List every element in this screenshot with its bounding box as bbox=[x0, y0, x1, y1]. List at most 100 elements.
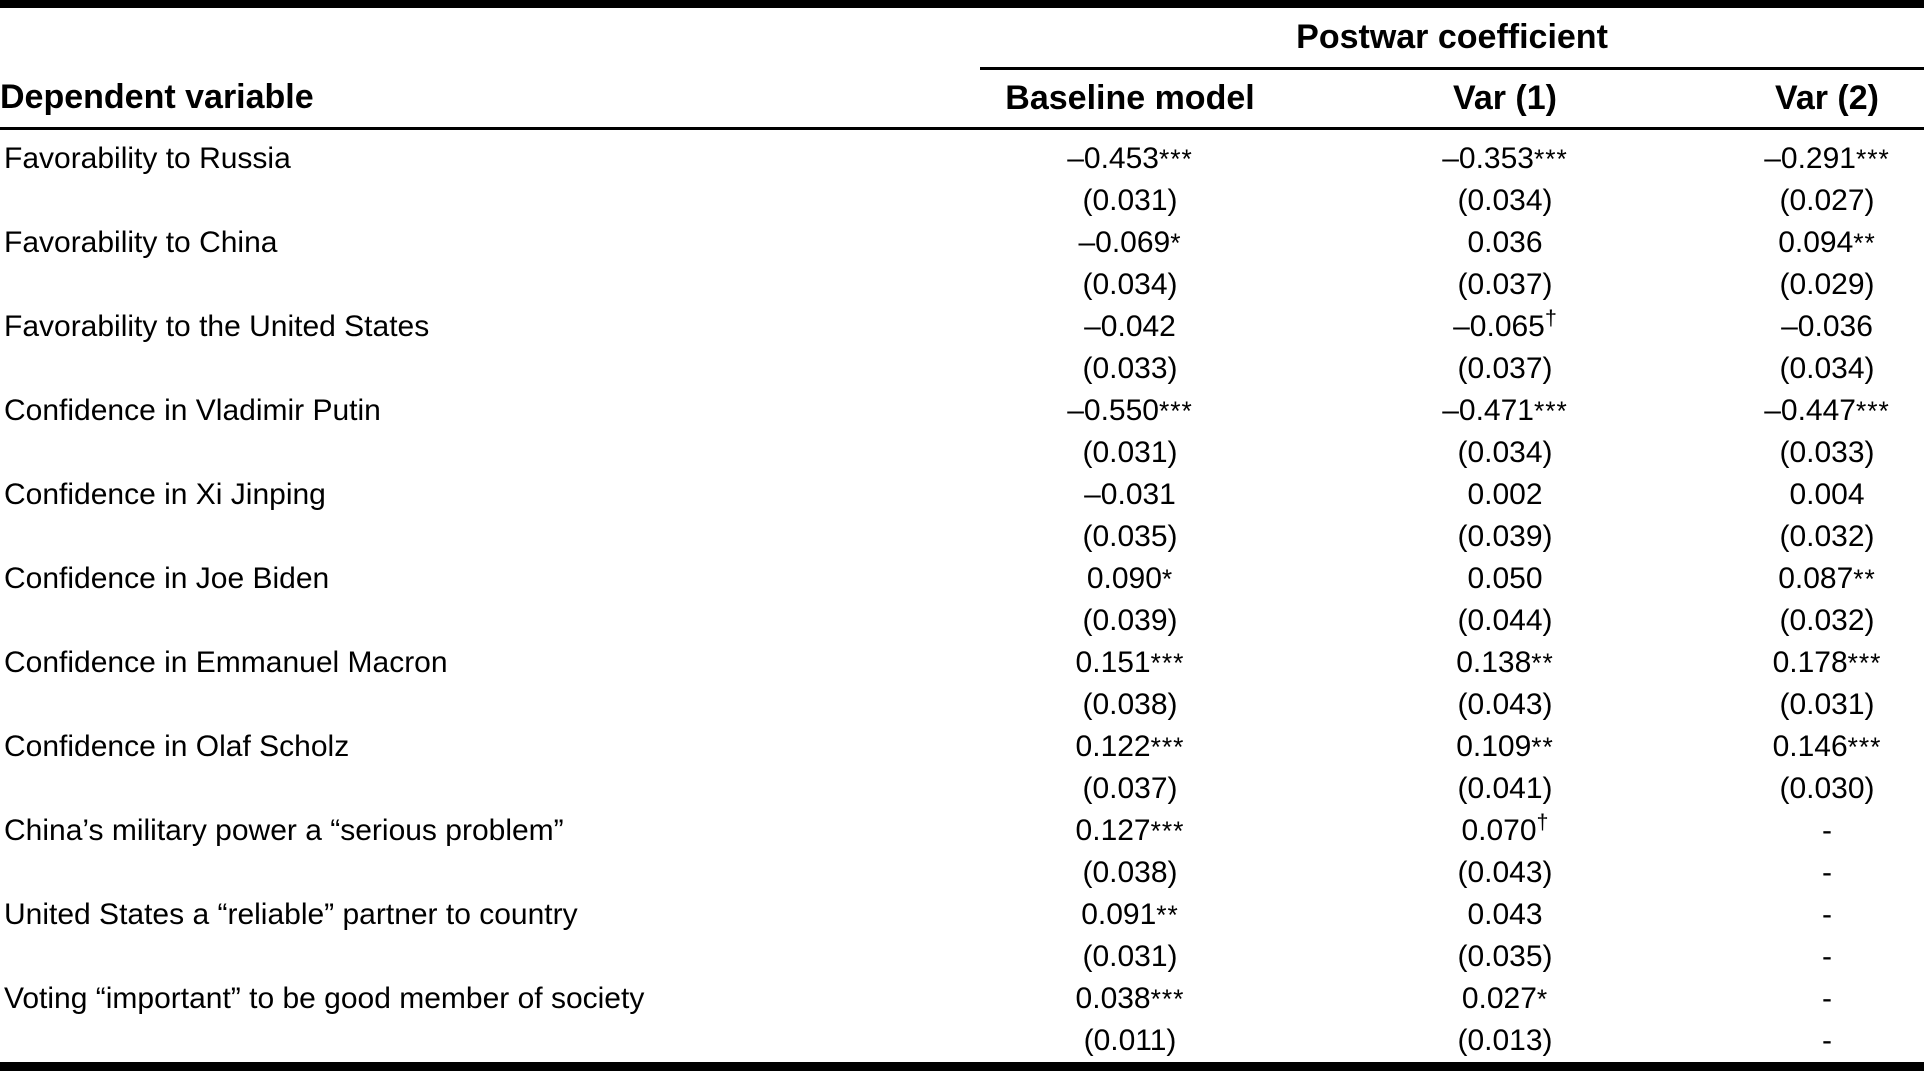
standard-error: - bbox=[1822, 1023, 1833, 1057]
table-row: Confidence in Emmanuel Macron 0.151*** (0.… bbox=[0, 642, 1924, 726]
standard-error: (0.033) bbox=[1779, 435, 1875, 469]
coefficient-value: 0.146*** bbox=[1772, 729, 1882, 763]
significance-marker: ** bbox=[1853, 563, 1876, 594]
coefficient-value: –0.031 bbox=[1084, 477, 1176, 511]
standard-error: (0.043) bbox=[1457, 687, 1553, 721]
coefficient-cell: 0.087** (0.032) bbox=[1730, 558, 1924, 642]
coefficient-value: 0.027* bbox=[1461, 981, 1549, 1015]
coefficient-cell: 0.004 (0.032) bbox=[1730, 474, 1924, 558]
dependent-variable-label: Confidence in Olaf Scholz bbox=[4, 729, 350, 763]
coefficient-value: –0.353*** bbox=[1442, 141, 1568, 175]
coefficient-cell: 0.127*** (0.038) bbox=[980, 810, 1280, 894]
coefficient-cell: 0.043 (0.035) bbox=[1280, 894, 1730, 978]
dependent-variable-label: Confidence in Vladimir Putin bbox=[4, 393, 381, 427]
table-row: Confidence in Olaf Scholz 0.122*** (0.037)… bbox=[0, 726, 1924, 810]
standard-error: (0.027) bbox=[1779, 183, 1875, 217]
significance-marker: * bbox=[1161, 563, 1174, 594]
standard-error: (0.035) bbox=[1457, 939, 1553, 973]
coefficient-value: 0.127*** bbox=[1075, 813, 1185, 847]
standard-error: (0.011) bbox=[1083, 1023, 1177, 1057]
coefficient-cell: 0.002 (0.039) bbox=[1280, 474, 1730, 558]
table-row: Favorability to Russia –0.453*** (0.031) –0… bbox=[0, 128, 1924, 222]
standard-error: (0.038) bbox=[1082, 687, 1178, 721]
coefficient-value: 0.002 bbox=[1467, 477, 1543, 511]
standard-error: (0.031) bbox=[1082, 183, 1178, 217]
coefficient-value: –0.471*** bbox=[1442, 393, 1568, 427]
dependent-variable-label: Favorability to China bbox=[4, 225, 278, 259]
standard-error: (0.032) bbox=[1779, 519, 1875, 553]
group-header-spacer bbox=[0, 4, 980, 68]
coefficient-cell: –0.042 (0.033) bbox=[980, 306, 1280, 390]
table-row: Favorability to China –0.069* (0.034) 0.036… bbox=[0, 222, 1924, 306]
significance-marker: ** bbox=[1531, 647, 1554, 678]
significance-marker: ** bbox=[1853, 227, 1876, 258]
coefficient-cell: -- bbox=[1730, 894, 1924, 978]
coefficient-value: –0.453*** bbox=[1067, 141, 1193, 175]
coefficient-value: 0.138** bbox=[1456, 645, 1554, 679]
coefficient-value: –0.065† bbox=[1453, 304, 1557, 343]
coefficient-cell: –0.065† (0.037) bbox=[1280, 306, 1730, 390]
significance-marker: *** bbox=[1158, 395, 1193, 426]
significance-marker: *** bbox=[1855, 143, 1890, 174]
coefficient-value: –0.447*** bbox=[1764, 393, 1890, 427]
standard-error: (0.034) bbox=[1457, 183, 1553, 217]
standard-error: (0.037) bbox=[1457, 267, 1553, 301]
coefficient-value: 0.151*** bbox=[1075, 645, 1185, 679]
table-row: Favorability to the United States –0.042 (… bbox=[0, 306, 1924, 390]
coefficient-value: 0.090* bbox=[1086, 561, 1174, 595]
standard-error: - bbox=[1822, 855, 1833, 889]
dependent-variable-label: Favorability to the United States bbox=[4, 309, 430, 343]
coefficient-cell: -- bbox=[1730, 978, 1924, 1067]
column-header-baseline-model: Baseline model bbox=[980, 68, 1280, 130]
coefficient-value: - bbox=[1822, 813, 1833, 847]
coefficient-value: - bbox=[1822, 981, 1833, 1015]
dependent-variable-label: Confidence in Emmanuel Macron bbox=[4, 645, 448, 679]
significance-marker: ** bbox=[1156, 899, 1179, 930]
standard-error: (0.035) bbox=[1082, 519, 1178, 553]
coefficient-cell: –0.453*** (0.031) bbox=[980, 128, 1280, 222]
coefficient-cell: 0.091** (0.031) bbox=[980, 894, 1280, 978]
standard-error: (0.044) bbox=[1457, 603, 1553, 637]
significance-marker: *** bbox=[1158, 143, 1193, 174]
coefficient-cell: 0.090* (0.039) bbox=[980, 558, 1280, 642]
coefficient-value: 0.109** bbox=[1456, 729, 1554, 763]
coefficient-value: 0.087** bbox=[1778, 561, 1876, 595]
significance-marker: *** bbox=[1847, 731, 1882, 762]
significance-marker: *** bbox=[1150, 647, 1185, 678]
table-body: Favorability to Russia –0.453*** (0.031) –0… bbox=[0, 128, 1924, 1066]
significance-marker: * bbox=[1536, 983, 1549, 1014]
standard-error: (0.013) bbox=[1457, 1023, 1553, 1057]
significance-marker: † bbox=[1536, 808, 1549, 834]
coefficient-value: 0.050 bbox=[1467, 561, 1543, 595]
coefficient-cell: -- bbox=[1730, 810, 1924, 894]
significance-marker: † bbox=[1544, 304, 1557, 330]
group-header-row: Postwar coefficient bbox=[0, 4, 1924, 70]
coefficient-value: –0.550*** bbox=[1067, 393, 1193, 427]
coefficient-cell: 0.178*** (0.031) bbox=[1730, 642, 1924, 726]
table-row: China’s military power a “serious proble… bbox=[0, 810, 1924, 894]
coefficient-cell: 0.050 (0.044) bbox=[1280, 558, 1730, 642]
coefficient-value: 0.038*** bbox=[1075, 981, 1185, 1015]
dependent-variable-label: Favorability to Russia bbox=[4, 141, 291, 175]
standard-error: (0.030) bbox=[1779, 771, 1875, 805]
coefficient-cell: –0.447*** (0.033) bbox=[1730, 390, 1924, 474]
standard-error: (0.041) bbox=[1457, 771, 1553, 805]
standard-error: (0.038) bbox=[1082, 855, 1178, 889]
table-row: Confidence in Xi Jinping –0.031 (0.035) 0.0… bbox=[0, 474, 1924, 558]
standard-error: (0.031) bbox=[1779, 687, 1875, 721]
standard-error: (0.034) bbox=[1082, 267, 1178, 301]
coefficient-value: 0.094** bbox=[1778, 225, 1876, 259]
column-header-dependent-variable: Dependent variable bbox=[0, 68, 980, 130]
significance-marker: *** bbox=[1533, 395, 1568, 426]
coefficient-value: - bbox=[1822, 897, 1833, 931]
coefficient-cell: 0.122*** (0.037) bbox=[980, 726, 1280, 810]
coefficient-value: 0.122*** bbox=[1075, 729, 1185, 763]
standard-error: (0.029) bbox=[1779, 267, 1875, 301]
coefficient-value: 0.178*** bbox=[1772, 645, 1882, 679]
coefficient-cell: –0.353*** (0.034) bbox=[1280, 128, 1730, 222]
standard-error: (0.034) bbox=[1779, 351, 1875, 385]
table-row: Confidence in Joe Biden 0.090* (0.039) 0.05… bbox=[0, 558, 1924, 642]
dependent-variable-label: China’s military power a “serious proble… bbox=[4, 813, 564, 847]
coefficient-cell: 0.138** (0.043) bbox=[1280, 642, 1730, 726]
standard-error: (0.043) bbox=[1457, 855, 1553, 889]
